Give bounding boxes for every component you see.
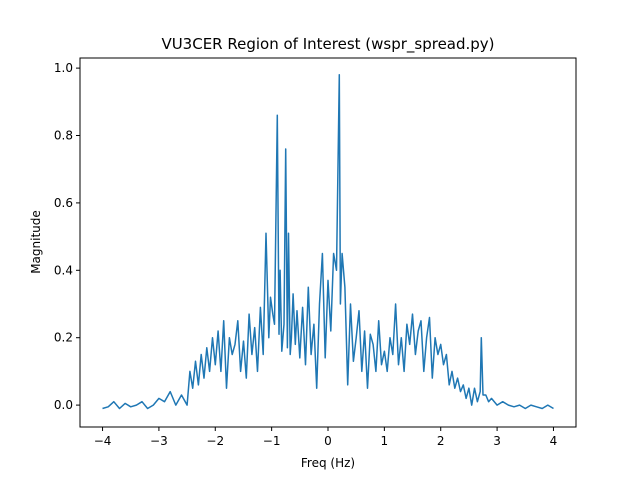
x-axis-label: Freq (Hz) bbox=[301, 456, 355, 470]
y-axis: 0.0 0.2 0.4 0.6 0.8 1.0 bbox=[54, 61, 80, 412]
x-tick-label: 4 bbox=[550, 434, 558, 448]
y-tick-label: 0.8 bbox=[54, 129, 73, 143]
magnitude-series-line bbox=[102, 74, 554, 410]
x-tick-label: 3 bbox=[493, 434, 501, 448]
y-tick-label: 0.0 bbox=[54, 398, 73, 412]
x-axis: −4 −3 −2 −1 0 1 2 3 4 bbox=[94, 427, 558, 448]
x-tick-label: 0 bbox=[324, 434, 332, 448]
x-tick-label: 1 bbox=[381, 434, 389, 448]
x-tick-label: −1 bbox=[263, 434, 281, 448]
y-tick-label: 0.6 bbox=[54, 196, 73, 210]
y-axis-label: Magnitude bbox=[29, 210, 43, 274]
x-tick-label: 2 bbox=[437, 434, 445, 448]
y-tick-label: 1.0 bbox=[54, 61, 73, 75]
x-tick-label: −4 bbox=[94, 434, 112, 448]
plot-frame bbox=[79, 57, 577, 428]
x-tick-label: −3 bbox=[150, 434, 168, 448]
y-tick-label: 0.2 bbox=[54, 331, 73, 345]
x-tick-label: −2 bbox=[206, 434, 224, 448]
chart-title: VU3CER Region of Interest (wspr_spread.p… bbox=[161, 35, 494, 54]
y-tick-label: 0.4 bbox=[54, 263, 73, 277]
